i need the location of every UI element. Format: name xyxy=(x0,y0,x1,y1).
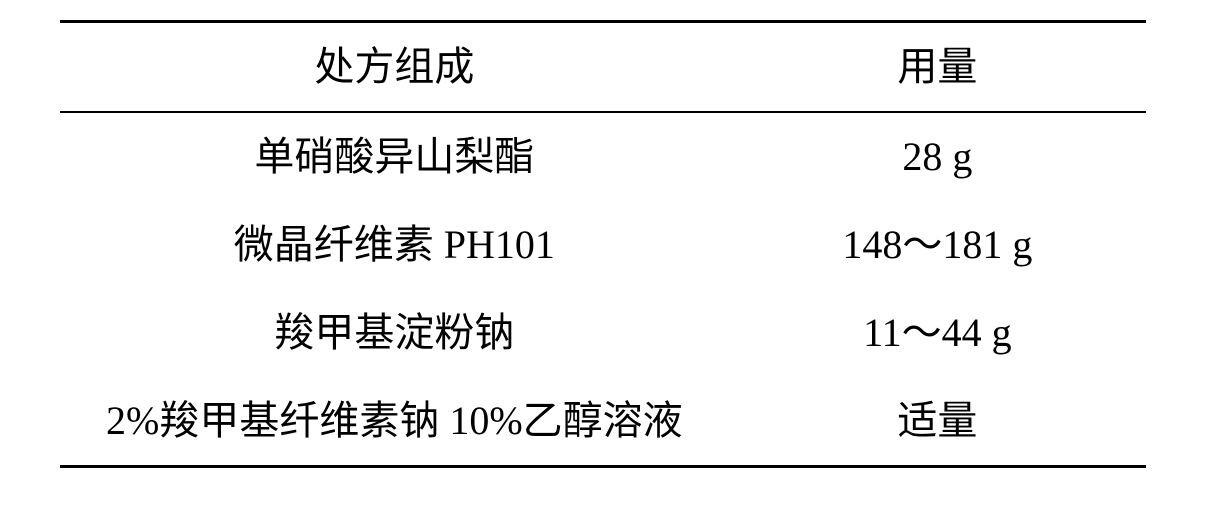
table-header-row: 处方组成 用量 xyxy=(60,22,1146,113)
cell-component: 羧甲基淀粉钠 xyxy=(60,289,729,377)
table-row: 微晶纤维素 PH101 148～181 g xyxy=(60,201,1146,289)
table-row: 2%羧甲基纤维素钠 10%乙醇溶液 适量 xyxy=(60,377,1146,467)
cell-component: 单硝酸异山梨酯 xyxy=(60,112,729,201)
cell-amount: 28 g xyxy=(729,112,1146,201)
cell-component: 2%羧甲基纤维素钠 10%乙醇溶液 xyxy=(60,377,729,467)
cell-amount: 适量 xyxy=(729,377,1146,467)
cell-component: 微晶纤维素 PH101 xyxy=(60,201,729,289)
table-row: 单硝酸异山梨酯 28 g xyxy=(60,112,1146,201)
col-header-amount: 用量 xyxy=(729,22,1146,113)
table-row: 羧甲基淀粉钠 11～44 g xyxy=(60,289,1146,377)
cell-amount: 11～44 g xyxy=(729,289,1146,377)
formulation-table-container: 处方组成 用量 单硝酸异山梨酯 28 g 微晶纤维素 PH101 148～181… xyxy=(0,0,1206,524)
cell-amount: 148～181 g xyxy=(729,201,1146,289)
formulation-table: 处方组成 用量 单硝酸异山梨酯 28 g 微晶纤维素 PH101 148～181… xyxy=(60,20,1146,468)
col-header-component: 处方组成 xyxy=(60,22,729,113)
